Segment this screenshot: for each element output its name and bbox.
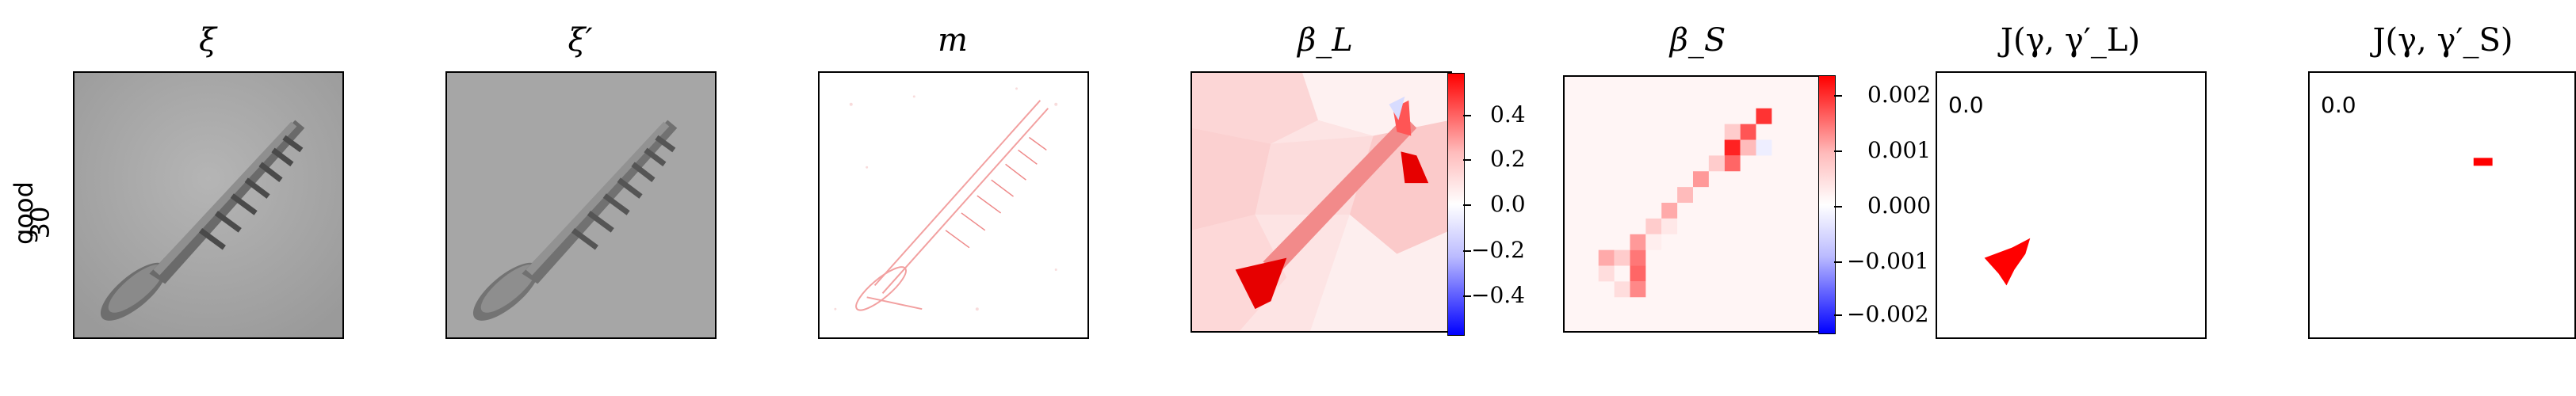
panel-title-j-s-text: J(γ, γ′_S)	[2372, 22, 2513, 59]
colorbar-beta-s-tick-3: 0.000	[1867, 192, 1932, 219]
j-s-mask	[2473, 158, 2493, 166]
row-label-line2: 30	[25, 206, 55, 239]
panel-xi-prime-image	[445, 71, 717, 339]
beta-l-heatmap	[1192, 73, 1450, 331]
panel-beta-l-image	[1191, 71, 1452, 333]
colorbar-beta-l-tick-3: 0.0	[1490, 191, 1526, 217]
beta-s-heatmap	[1565, 77, 1819, 331]
panel-beta-s-image	[1563, 75, 1821, 333]
screw-image-reconstructed	[447, 73, 715, 337]
panel-title-m: m	[794, 22, 1111, 59]
screw-image	[75, 73, 342, 337]
panel-xi-image	[73, 71, 344, 339]
j-l-value: 0.0	[1948, 92, 1984, 118]
colorbar-beta-l	[1447, 73, 1465, 336]
panel-title-xi-text: ξ	[198, 22, 217, 59]
panel-title-beta-l: β_L	[1167, 22, 1484, 59]
panel-title-beta-l-text: β_L	[1298, 22, 1353, 59]
colorbar-beta-s-tick-5: −0.002	[1847, 301, 1929, 327]
panel-title-m-text: m	[938, 22, 968, 59]
colorbar-beta-l-tick-2: 0.2	[1490, 146, 1526, 172]
panel-title-xi-prime-text: ξ′	[568, 22, 593, 59]
colorbar-beta-l-tick-5: −0.4	[1471, 282, 1525, 308]
colorbar-beta-s	[1818, 75, 1836, 334]
panel-title-beta-s-text: β_S	[1669, 22, 1726, 59]
panel-j-s-image: 0.0	[2308, 71, 2576, 339]
mask-image	[820, 73, 1087, 337]
panel-title-xi-prime: ξ′	[422, 22, 739, 59]
j-s-value: 0.0	[2321, 92, 2356, 118]
j-l-mask	[1984, 238, 2031, 286]
row-label: good 30	[0, 119, 63, 341]
panel-title-j-l-text: J(γ, γ′_L)	[2000, 22, 2141, 59]
colorbar-beta-s-tick-2: 0.001	[1867, 137, 1932, 163]
panel-j-l-image: 0.0	[1936, 71, 2207, 339]
colorbar-beta-l-tick-4: −0.2	[1471, 237, 1525, 263]
panel-title-j-s: J(γ, γ′_S)	[2284, 22, 2576, 59]
colorbar-beta-l-tick-1: 0.4	[1490, 101, 1526, 128]
panel-title-xi: ξ	[49, 22, 366, 59]
panel-title-j-l: J(γ, γ′_L)	[1912, 22, 2229, 59]
colorbar-beta-s-tick-4: −0.001	[1847, 248, 1929, 274]
panel-title-beta-s: β_S	[1539, 22, 1856, 59]
panel-m-image	[818, 71, 1089, 339]
colorbar-beta-s-tick-1: 0.002	[1867, 82, 1932, 108]
